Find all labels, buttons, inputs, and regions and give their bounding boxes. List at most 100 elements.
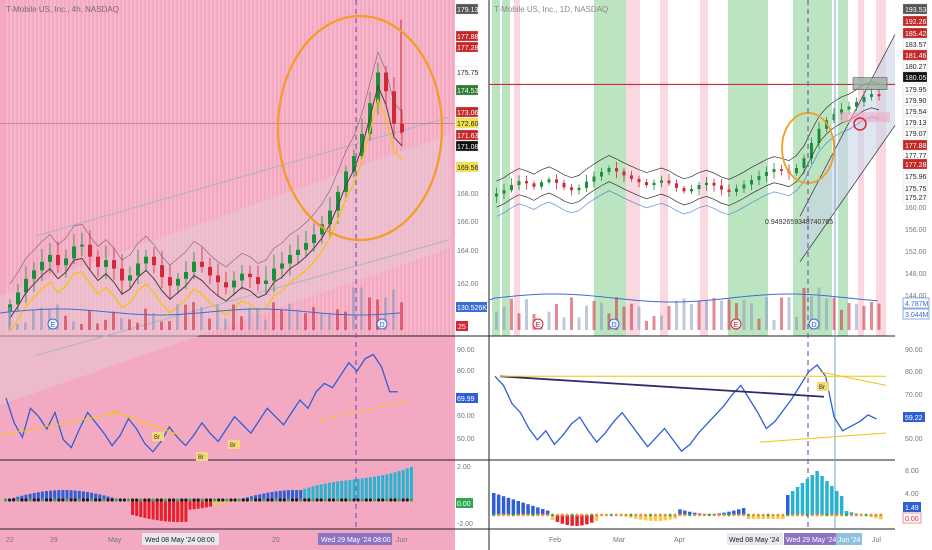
macd-bar [732,510,736,515]
macd-dot [94,498,98,502]
macd-dot [825,513,829,517]
macd-bar [282,490,286,500]
macd-bar [761,515,765,519]
crosshair-date-box [784,533,836,545]
macd-bar [217,500,221,505]
macd-dot [61,498,65,502]
macd-bar [781,515,785,519]
volume-bar [72,321,75,330]
volume-bar [392,289,395,330]
price-tick: 148.00 [905,271,927,278]
time-tick: 29 [50,537,58,544]
macd-dot [368,498,372,502]
macd-dot [372,498,377,502]
candle [592,176,596,182]
macd-dot [221,498,225,502]
volume-bar [510,298,513,330]
candle [184,272,188,279]
pink-stripe [450,0,452,336]
macd-dot [678,513,682,517]
volume-bar [585,305,588,330]
macd-dot [340,498,344,502]
candle [795,168,798,174]
macd-bar [560,515,565,524]
macd-dot [241,498,245,502]
macd-bar [409,466,413,500]
pink-stripe [142,0,144,336]
volume-bar [400,302,403,330]
volume-bar [817,287,821,330]
macd-dot [85,498,90,502]
price-badge-label: 175.96 [905,174,927,181]
pink-stripe [278,0,280,336]
price-badge [455,106,479,118]
pink-stripe [66,0,68,336]
pink-stripe [86,0,88,336]
macd-dot [16,498,20,502]
candle [224,282,228,288]
macd-dot [835,513,839,517]
macd-badge [456,498,473,508]
bb-lower [496,107,880,208]
macd-bar [810,475,814,515]
candle [585,181,588,188]
macd-dot [732,513,736,517]
pink-stripe [198,0,200,336]
macd-bar [184,500,188,522]
rsi-tick: 80.00 [905,369,923,376]
macd-dot [299,498,303,502]
macd-dot [673,513,677,517]
macd-tick: 4.00 [905,491,919,498]
macd-dot [840,513,843,517]
macd-dot [49,498,53,502]
price-badge [902,191,928,203]
volume-bar [264,319,267,330]
volume-badge [902,308,930,320]
price-badge-label: 174.53 [457,88,479,95]
macd-dot [90,498,94,502]
signal-band [626,0,640,336]
candle [248,273,252,278]
price-badge-label: 179.13 [905,120,927,127]
pink-stripe [26,0,28,336]
macd-bar [24,494,28,500]
macd-dot [143,498,147,502]
candle [296,249,300,255]
candle [750,179,753,185]
macd-dot [3,498,8,502]
macd-dot [781,513,785,517]
event-label: E [536,322,541,329]
macd-bar [307,487,311,500]
event-marker [608,318,620,330]
candle [312,234,316,244]
macd-bar [73,490,77,500]
macd-tick: 2.00 [457,464,471,471]
macd-dot [609,513,613,517]
pink-stripe [326,0,328,336]
right-chart-pane: 0.9492659348740765 T-Mobile US, Inc., 1D,… [488,0,932,550]
macd-bar [176,500,180,522]
bb-upper [9,50,403,285]
macd-bar [16,496,20,500]
macd-bar [135,500,139,517]
pink-stripe [218,0,220,336]
volume-bar [832,297,836,330]
time-tick: Jul [872,537,881,544]
volume-bar [630,303,633,330]
volume-bar [840,309,843,330]
time-tick: 22 [6,537,14,544]
macd-dot [531,513,535,517]
macd-bar [213,500,217,506]
pink-stripe [118,0,120,336]
macd-dot [405,498,409,502]
macd-bar [278,490,282,500]
volume-bar [525,299,528,330]
macd-bar [820,476,824,515]
macd-dot [323,498,327,502]
price-tick: 160.00 [905,205,927,212]
macd-dot [40,498,45,502]
macd-bar [541,509,545,515]
macd-bar [53,490,57,500]
volume-bar [802,287,806,330]
